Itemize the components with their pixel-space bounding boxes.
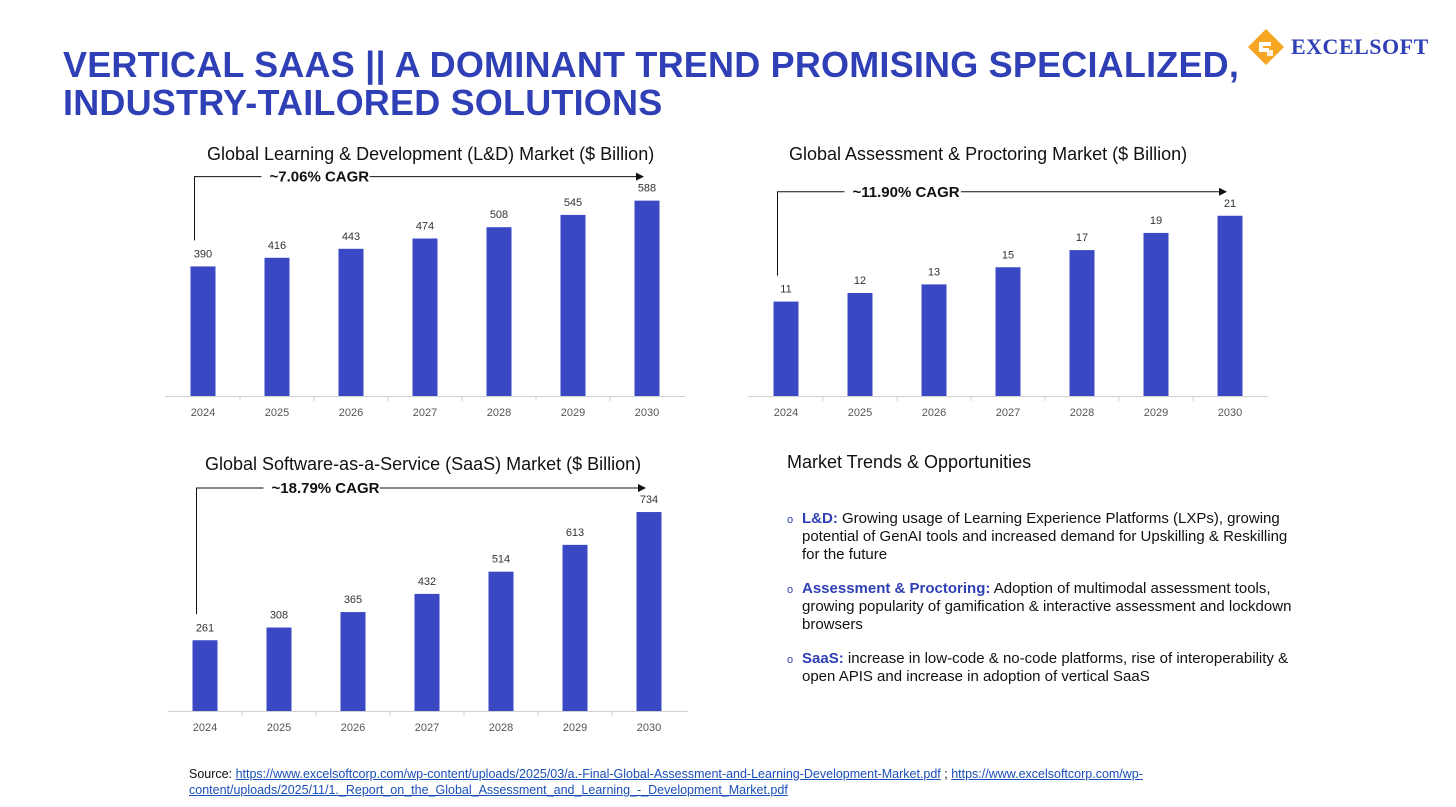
cagr-annotation: ~7.06% CAGR [270,169,370,186]
data-label: 416 [268,240,286,252]
tick-label: 2025 [265,407,289,419]
source-link-1[interactable]: https://www.excelsoftcorp.com/wp-content… [235,767,941,781]
cagr-bracket [777,191,845,276]
tick-label: 2029 [563,722,587,734]
bar-2029 [1143,232,1169,396]
data-label: 613 [566,527,584,539]
data-label: 734 [640,494,658,506]
tick-label: 2028 [487,407,511,419]
data-label: 12 [854,275,866,287]
bar-2030 [634,200,660,396]
bullet-icon: o [787,514,794,526]
tick-label: 2026 [341,722,365,734]
tick-label: 2026 [339,407,363,419]
bar-2027 [995,267,1021,396]
tick-label: 2027 [415,722,439,734]
data-label: 365 [344,594,362,606]
tick-label: 2027 [413,407,437,419]
trend-text: Adoption of multimodal assessment tools,… [802,580,1292,633]
data-label: 432 [418,576,436,588]
trend-text: increase in low-code & no-code platforms… [802,650,1289,685]
data-label: 308 [270,610,288,622]
data-label: 390 [194,248,212,260]
bar-2024 [773,301,799,396]
tick-label: 2028 [1070,407,1094,419]
page-title: VERTICAL SAAS || A DOMINANT TREND PROMIS… [63,44,1240,123]
bar-2025 [847,293,873,396]
tick-label: 2026 [922,407,946,419]
tick-label: 2025 [848,407,872,419]
source-label: Source: [189,767,236,781]
tick-label: 2024 [774,407,798,419]
tick-label: 2024 [191,407,215,419]
data-label: 545 [564,197,582,209]
trend-text: Growing usage of Learning Experience Pla… [802,510,1288,563]
data-label: 11 [780,284,791,296]
tick-label: 2028 [489,722,513,734]
trend-item-ld: o L&D: Growing usage of Learning Experie… [787,510,1307,564]
bar-2029 [560,214,586,396]
bar-2029 [562,544,588,711]
bullet-icon: o [787,654,794,666]
cagr-bracket [194,176,262,241]
ld-market-chart: 390 2024 416 2025 443 2026 474 2027 508 2028 545 20… [165,169,685,419]
cagr-annotation: ~18.79% CAGR [272,480,380,497]
bar-2026 [921,284,947,396]
bar-2026 [338,248,364,396]
trend-label: SaaS: [802,650,844,667]
source-link-2[interactable]: https://www.excelsoftcorp.com/wp-content… [189,767,1143,797]
trend-item-saas: o SaaS: increase in low-code & no-code p… [787,650,1307,686]
trends-list: o L&D: Growing usage of Learning Experie… [787,510,1307,702]
cagr-annotation: ~11.90% CAGR [853,184,960,201]
company-logo: EXCELSOFT [1247,27,1429,67]
data-label: 261 [196,622,214,634]
bar-2028 [486,227,512,396]
bar-2025 [264,257,290,396]
tick-label: 2030 [637,722,661,734]
bar-2027 [412,238,438,396]
tick-label: 2029 [561,407,585,419]
data-label: 443 [342,231,360,243]
bar-2024 [192,640,218,711]
excelsoft-logo-icon [1248,29,1284,65]
data-label: 514 [492,554,510,566]
tick-label: 2029 [1144,407,1168,419]
tick-label: 2030 [1218,407,1242,419]
bar-2028 [488,571,514,711]
bar-2027 [414,593,440,711]
data-label: 13 [928,266,940,278]
data-label: 19 [1150,215,1162,227]
data-label: 588 [638,183,656,195]
source-separator: ; [940,767,952,781]
data-label: 15 [1002,249,1014,261]
tick-label: 2030 [635,407,659,419]
tick-label: 2024 [193,722,217,734]
assessment-market-chart: 11 2024 12 2025 13 2026 15 2027 17 2028 19 2029 21 20… [748,184,1268,419]
cagr-bracket [196,487,264,615]
tick-label: 2027 [996,407,1020,419]
trend-label: Assessment & Proctoring: [802,580,991,597]
data-label: 21 [1224,198,1236,210]
chart-title-assessment: Global Assessment & Proctoring Market ($… [789,144,1188,164]
bullet-icon: o [787,584,794,596]
bar-2026 [340,612,366,711]
bar-2030 [1217,215,1243,396]
data-label: 17 [1076,232,1088,244]
bar-2025 [266,627,292,711]
chart-title-saas: Global Software-as-a-Service (SaaS) Mark… [205,454,642,474]
trends-title: Market Trends & Opportunities [787,452,1032,472]
bar-2028 [1069,250,1095,396]
logo-text: EXCELSOFT [1291,34,1429,59]
trend-item-assessment: o Assessment & Proctoring: Adoption of m… [787,580,1307,634]
data-label: 508 [490,209,508,221]
chart-title-ld: Global Learning & Development (L&D) Mark… [207,144,655,164]
tick-label: 2025 [267,722,291,734]
data-label: 474 [416,221,434,233]
trend-label: L&D: [802,510,838,527]
source-note: Source: https://www.excelsoftcorp.com/wp… [189,766,1269,798]
bar-2030 [636,512,662,711]
saas-market-chart: 261 2024 308 2025 365 2026 432 2027 514 2028 613 20… [168,480,688,734]
bar-2024 [190,266,216,396]
